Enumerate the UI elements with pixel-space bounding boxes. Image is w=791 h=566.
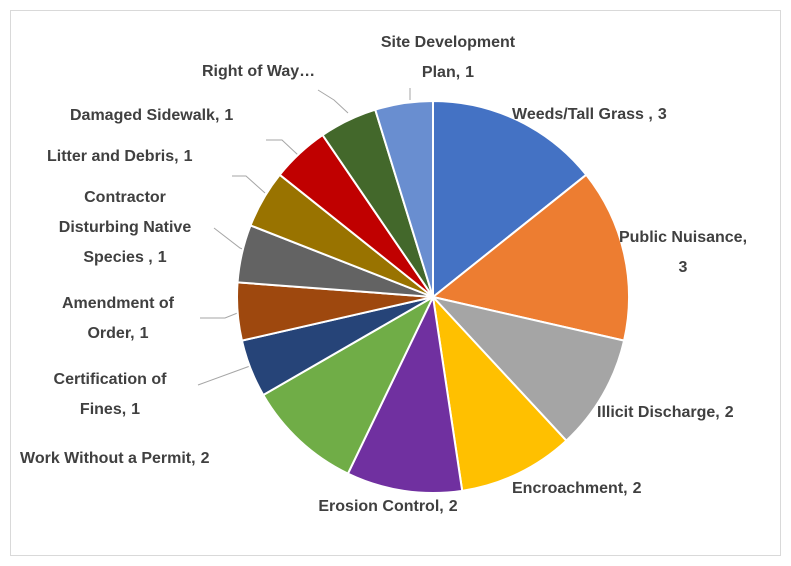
data-label-line: Weeds/Tall Grass , (512, 106, 653, 123)
leader-line (232, 175, 266, 194)
data-label-value: 1 (140, 325, 149, 342)
data-label: Right of Way… (202, 63, 315, 80)
pie-slice (432, 99, 588, 300)
data-label: Site Development Plan, (381, 34, 516, 81)
data-label-line: Species , (83, 249, 152, 266)
data-label: Weeds/Tall Grass , (512, 106, 653, 123)
pie-slice (430, 173, 630, 342)
data-label-value: 2 (449, 498, 458, 515)
data-label: Public Nuisance, (619, 229, 747, 246)
data-label-value: 2 (201, 450, 210, 467)
data-label-line: Damaged Sidewalk, (70, 107, 219, 124)
data-label-value: 3 (679, 259, 688, 276)
data-label-value: 1 (131, 401, 140, 418)
data-label-value: 1 (158, 249, 167, 266)
data-label: Illicit Discharge, (597, 404, 720, 421)
data-label: Damaged Sidewalk, (70, 107, 219, 124)
data-label-line: Illicit Discharge, (597, 404, 720, 421)
data-label: Amendment of Order, (62, 295, 175, 342)
pie-slice (346, 293, 464, 494)
data-label-line: Encroachment, (512, 480, 628, 497)
pie-slice (430, 295, 626, 443)
data-label-line: Site Development (381, 34, 516, 51)
data-label-value: 3 (658, 106, 667, 123)
data-label-line: Order, (87, 325, 134, 342)
data-label-line: Contractor (84, 189, 166, 206)
data-label-value: 1 (465, 64, 474, 81)
data-label-value: 1 (184, 148, 193, 165)
data-label-line: Public Nuisance, (619, 229, 747, 246)
data-label: Erosion Control, (318, 498, 443, 515)
data-label: Contractor Disturbing Native Species , (59, 189, 192, 266)
data-label-line: Work Without a Permit, (20, 450, 196, 467)
pie-slice (373, 99, 434, 298)
data-label: Work Without a Permit, (20, 450, 196, 467)
data-label-value: 1 (224, 107, 233, 124)
data-label-line: Erosion Control, (318, 498, 443, 515)
leader-line (317, 89, 349, 114)
data-label-line: Litter and Debris, (47, 148, 179, 165)
data-label-line: Certification of (54, 371, 168, 388)
data-label-value: 2 (633, 480, 642, 497)
data-label: Encroachment, (512, 480, 628, 497)
pie-slice (261, 294, 436, 475)
data-label-line: Disturbing Native (59, 219, 192, 236)
data-label-line: Right of Way… (202, 63, 315, 80)
data-label: Litter and Debris, (47, 148, 179, 165)
data-label-value: 2 (725, 404, 734, 421)
data-label-line: Amendment of (62, 295, 175, 312)
data-label-line: Plan, (422, 64, 460, 81)
data-label: Certification of Fines, (54, 371, 168, 418)
leader-line (266, 139, 299, 156)
pie-slice (431, 293, 568, 492)
data-label-line: Fines, (80, 401, 126, 418)
